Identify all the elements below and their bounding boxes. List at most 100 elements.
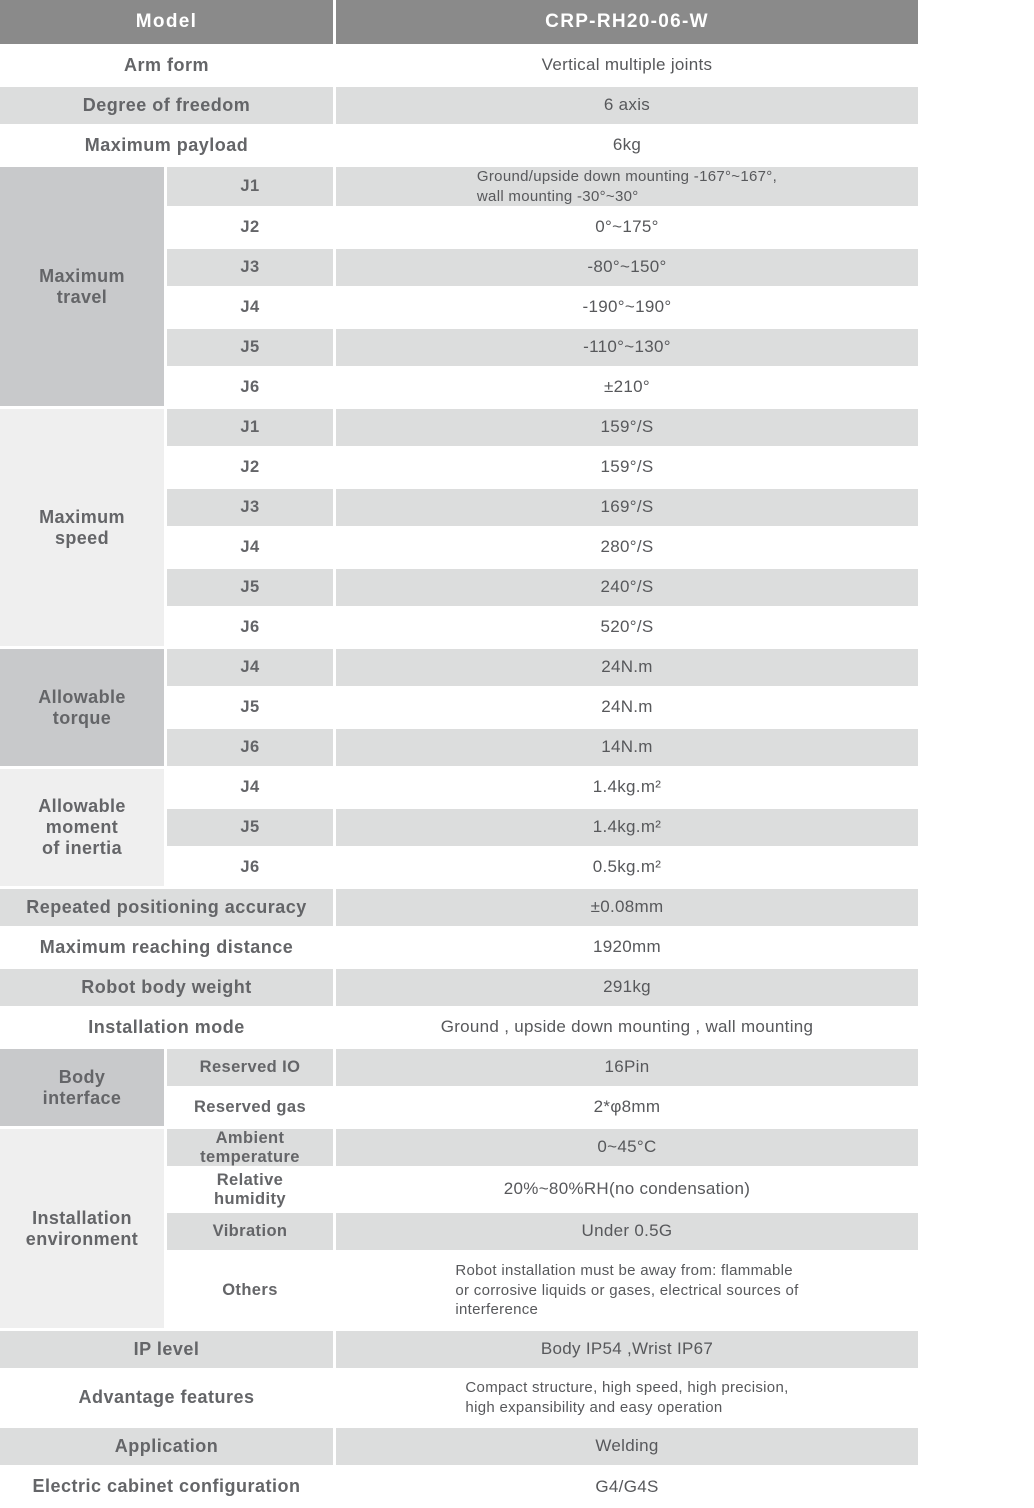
joint-value: 1.4kg.m² (336, 809, 918, 846)
joint-label: J4 (167, 769, 333, 806)
group-title: Allowable torque (0, 649, 164, 766)
environment-row: Others Robot installation must be away f… (167, 1253, 918, 1328)
joint-label: J2 (167, 449, 333, 486)
joint-row: J5 -110°~130° (167, 329, 918, 366)
group-allowable-moment-of-inertia: Allowable moment of inertia J4 1.4kg.m² … (0, 769, 918, 886)
joint-row: J6 520°/S (167, 609, 918, 646)
joint-value: 240°/S (336, 569, 918, 606)
joint-label: J4 (167, 289, 333, 326)
spec-row-installation-mode: Installation mode Ground , upside down m… (0, 1009, 918, 1046)
spec-value: Welding (336, 1428, 918, 1465)
group-rows: J4 1.4kg.m² J5 1.4kg.m² J6 0.5kg.m² (167, 769, 918, 886)
spec-label: IP level (0, 1331, 333, 1368)
joint-row: J5 1.4kg.m² (167, 809, 918, 846)
joint-row: J3 169°/S (167, 489, 918, 526)
model-header-row: Model CRP-RH20-06-W (0, 0, 918, 44)
environment-value: 0~45°C (336, 1129, 918, 1166)
environment-value: Robot installation must be away from: fl… (336, 1253, 918, 1328)
spec-value: Vertical multiple joints (336, 47, 918, 84)
joint-row: J2 159°/S (167, 449, 918, 486)
joint-value: 14N.m (336, 729, 918, 766)
spec-row-degree-of-freedom: Degree of freedom 6 axis (0, 87, 918, 124)
joint-value: 0°~175° (336, 209, 918, 246)
joint-value: -80°~150° (336, 249, 918, 286)
joint-label: J5 (167, 329, 333, 366)
spec-row-ip-level: IP level Body IP54 ,Wrist IP67 (0, 1331, 918, 1368)
group-title: Installation environment (0, 1129, 164, 1328)
environment-label: Relative humidity (167, 1169, 333, 1210)
joint-label: J6 (167, 369, 333, 406)
interface-value: 16Pin (336, 1049, 918, 1086)
joint-row: J4 280°/S (167, 529, 918, 566)
joint-value: 280°/S (336, 529, 918, 566)
environment-value: 20%~80%RH(no condensation) (336, 1169, 918, 1210)
joint-row: J2 0°~175° (167, 209, 918, 246)
spec-value: 1920mm (336, 929, 918, 966)
spec-label: Maximum payload (0, 127, 333, 164)
environment-row: Relative humidity 20%~80%RH(no condensat… (167, 1169, 918, 1210)
joint-label: J3 (167, 489, 333, 526)
spec-value: Ground , upside down mounting , wall mou… (336, 1009, 918, 1046)
joint-row: J5 24N.m (167, 689, 918, 726)
joint-value: -110°~130° (336, 329, 918, 366)
spec-label: Arm form (0, 47, 333, 84)
robot-spec-table: Model CRP-RH20-06-W Arm form Vertical mu… (0, 0, 918, 1506)
spec-row-advantage-features: Advantage features Compact structure, hi… (0, 1371, 918, 1425)
joint-value: 24N.m (336, 649, 918, 686)
spec-row-electric-cabinet-configuration: Electric cabinet configuration G4/G4S (0, 1468, 918, 1506)
group-allowable-torque: Allowable torque J4 24N.m J5 24N.m J6 14… (0, 649, 918, 766)
joint-row: J1 159°/S (167, 409, 918, 446)
spec-row-arm-form: Arm form Vertical multiple joints (0, 47, 918, 84)
group-title: Maximum speed (0, 409, 164, 646)
interface-label: Reserved IO (167, 1049, 333, 1086)
group-rows: J1 159°/S J2 159°/S J3 169°/S J4 280°/S … (167, 409, 918, 646)
joint-value: 24N.m (336, 689, 918, 726)
joint-value: 0.5kg.m² (336, 849, 918, 886)
joint-label: J5 (167, 689, 333, 726)
joint-value: 159°/S (336, 409, 918, 446)
joint-label: J5 (167, 569, 333, 606)
joint-label: J2 (167, 209, 333, 246)
environment-label: Ambient temperature (167, 1129, 333, 1166)
group-rows: Reserved IO 16Pin Reserved gas 2*φ8mm (167, 1049, 918, 1126)
group-body-interface: Body interface Reserved IO 16Pin Reserve… (0, 1049, 918, 1126)
spec-label: Robot body weight (0, 969, 333, 1006)
joint-value: 520°/S (336, 609, 918, 646)
joint-row: J6 ±210° (167, 369, 918, 406)
interface-row: Reserved gas 2*φ8mm (167, 1089, 918, 1126)
interface-label: Reserved gas (167, 1089, 333, 1126)
spec-value: ±0.08mm (336, 889, 918, 926)
environment-label: Others (167, 1253, 333, 1328)
interface-value: 2*φ8mm (336, 1089, 918, 1126)
spec-value: 6 axis (336, 87, 918, 124)
joint-row: J3 -80°~150° (167, 249, 918, 286)
joint-value: 169°/S (336, 489, 918, 526)
group-rows: J4 24N.m J5 24N.m J6 14N.m (167, 649, 918, 766)
joint-value: 159°/S (336, 449, 918, 486)
spec-row-robot-body-weight: Robot body weight 291kg (0, 969, 918, 1006)
group-title: Allowable moment of inertia (0, 769, 164, 886)
joint-label: J1 (167, 167, 333, 206)
joint-label: J3 (167, 249, 333, 286)
environment-row: Ambient temperature 0~45°C (167, 1129, 918, 1166)
spec-value: 6kg (336, 127, 918, 164)
environment-value: Under 0.5G (336, 1213, 918, 1250)
spec-label: Installation mode (0, 1009, 333, 1046)
joint-value: -190°~190° (336, 289, 918, 326)
spec-value: 291kg (336, 969, 918, 1006)
group-rows: J1 Ground/upside down mounting -167°~167… (167, 167, 918, 406)
model-header-value: CRP-RH20-06-W (336, 0, 918, 44)
spec-row-maximum-payload: Maximum payload 6kg (0, 127, 918, 164)
joint-value: 1.4kg.m² (336, 769, 918, 806)
environment-label: Vibration (167, 1213, 333, 1250)
spec-label: Application (0, 1428, 333, 1465)
joint-label: J6 (167, 849, 333, 886)
interface-row: Reserved IO 16Pin (167, 1049, 918, 1086)
joint-row: J6 14N.m (167, 729, 918, 766)
joint-row: J4 -190°~190° (167, 289, 918, 326)
joint-value: ±210° (336, 369, 918, 406)
group-rows: Ambient temperature 0~45°C Relative humi… (167, 1129, 918, 1328)
joint-row: J6 0.5kg.m² (167, 849, 918, 886)
group-title: Maximum travel (0, 167, 164, 406)
spec-value: Compact structure, high speed, high prec… (336, 1371, 918, 1425)
